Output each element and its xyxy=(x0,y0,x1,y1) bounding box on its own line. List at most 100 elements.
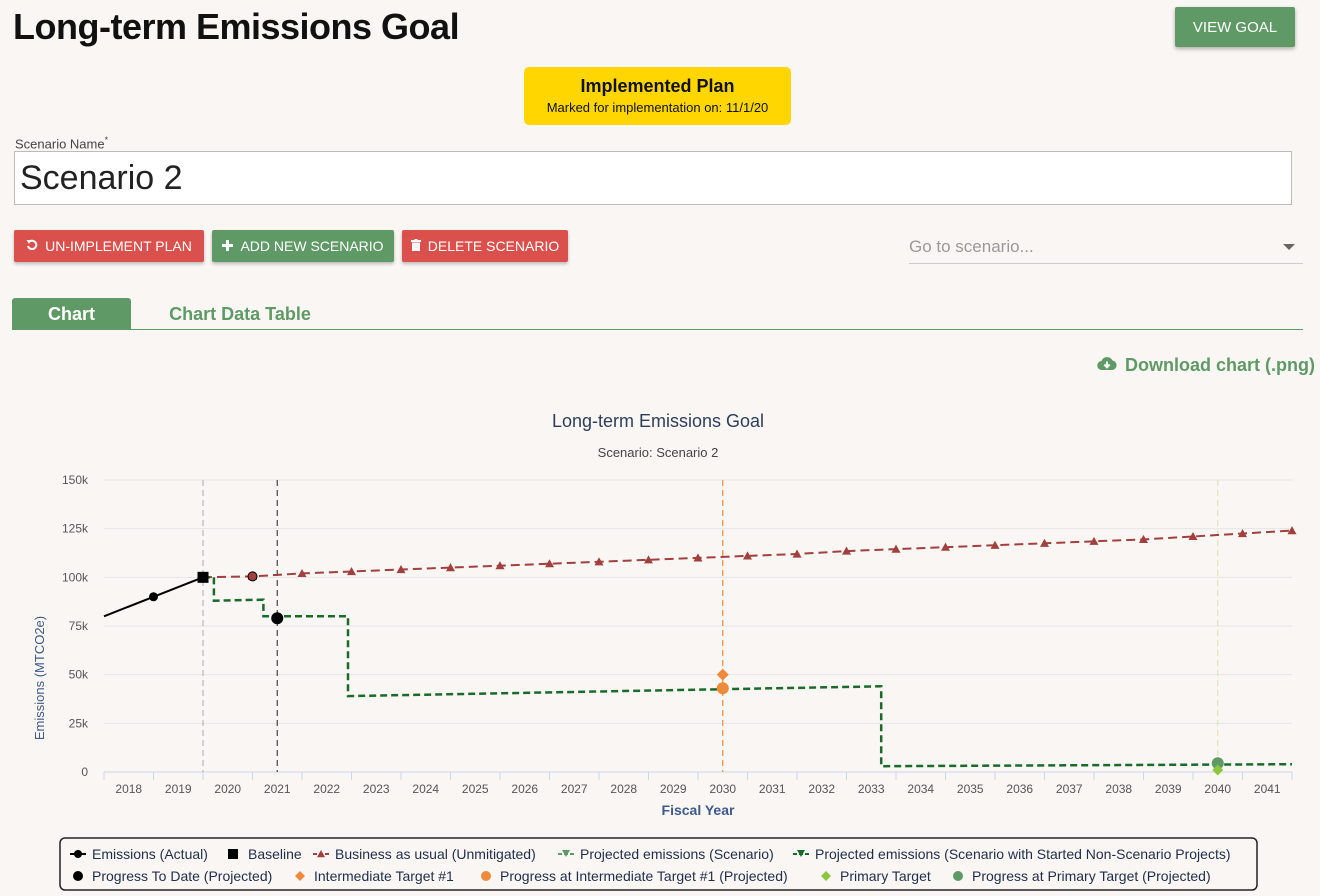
intermediate-target-point xyxy=(716,668,729,681)
scenario-name-input[interactable] xyxy=(14,151,1292,205)
delete-scenario-button[interactable]: DELETE SCENARIO xyxy=(402,230,568,262)
legend-label: Progress at Primary Target (Projected) xyxy=(972,868,1211,884)
legend-marker xyxy=(481,871,491,881)
bau-point xyxy=(594,557,604,566)
y-tick-label: 25k xyxy=(69,716,89,730)
view-goal-button[interactable]: VIEW GOAL xyxy=(1175,7,1295,47)
legend-marker xyxy=(73,871,83,881)
legend-label: Progress To Date (Projected) xyxy=(92,868,272,884)
caret-down-icon xyxy=(1283,244,1295,250)
bau-point xyxy=(842,546,851,555)
x-tick-label: 2041 xyxy=(1254,782,1281,796)
legend-label: Projected emissions (Scenario) xyxy=(580,846,774,862)
bau-point xyxy=(891,544,901,553)
bau-start-point xyxy=(247,571,258,582)
x-tick-label: 2036 xyxy=(1006,782,1033,796)
y-tick-label: 0 xyxy=(81,765,88,779)
required-mark: * xyxy=(104,135,109,145)
emissions-chart: Long-term Emissions Goal Scenario: Scena… xyxy=(32,411,1297,891)
bau-point xyxy=(941,542,950,551)
add-new-scenario-button[interactable]: ADD NEW SCENARIO xyxy=(212,230,394,262)
plus-icon xyxy=(222,238,234,254)
chart-subtitle: Scenario: Scenario 2 xyxy=(598,445,719,460)
x-tick-label: 2029 xyxy=(660,782,687,796)
x-tick-label: 2032 xyxy=(808,782,835,796)
status-badge: Implemented Plan Marked for implementati… xyxy=(524,67,791,125)
y-axis-title: Emissions (MTCO2e) xyxy=(32,616,47,740)
unimplement-plan-button[interactable]: UN-IMPLEMENT PLAN xyxy=(14,230,204,262)
bau-point xyxy=(1089,536,1099,545)
undo-icon xyxy=(26,238,38,254)
legend-item: Primary Target xyxy=(821,868,931,884)
legend-item: Progress at Intermediate Target #1 (Proj… xyxy=(481,868,788,884)
x-tick-label: 2039 xyxy=(1155,782,1182,796)
bau-point xyxy=(792,549,802,558)
bau-point xyxy=(990,540,1000,549)
legend-item: Emissions (Actual) xyxy=(70,846,208,862)
bau-point xyxy=(396,565,406,574)
legend-item: Intermediate Target #1 xyxy=(295,868,454,884)
tab-divider xyxy=(12,329,1303,330)
legend-label: Baseline xyxy=(248,846,302,862)
status-title: Implemented Plan xyxy=(580,76,735,96)
legend-label: Primary Target xyxy=(840,868,931,884)
legend-marker xyxy=(295,871,305,881)
unimplement-plan-label: UN-IMPLEMENT PLAN xyxy=(45,238,192,254)
legend-marker xyxy=(317,850,325,858)
tab-chart-data-table[interactable]: Chart Data Table xyxy=(169,303,311,324)
x-tick-label: 2028 xyxy=(610,782,637,796)
y-tick-label: 125k xyxy=(62,522,89,536)
bau-point xyxy=(1238,529,1247,538)
download-chart-link[interactable]: Download chart (.png) xyxy=(1097,355,1315,376)
progress-to-date-point xyxy=(271,612,284,625)
bau-point xyxy=(1287,526,1297,535)
scenario-name-label: Scenario Name* xyxy=(15,135,108,151)
y-tick-label: 50k xyxy=(69,668,89,682)
actual-point xyxy=(149,592,158,602)
chart-legend: Emissions (Actual) Baseline Business as us… xyxy=(59,837,1258,891)
legend-marker xyxy=(562,850,570,857)
goto-scenario-placeholder: Go to scenario... xyxy=(909,237,1034,256)
trash-icon xyxy=(410,238,421,254)
x-tick-label: 2035 xyxy=(957,782,984,796)
bau-point xyxy=(347,566,356,576)
bau-point xyxy=(495,561,505,570)
legend-item: Projected emissions (Scenario) xyxy=(558,846,774,862)
bau-point xyxy=(297,568,307,578)
add-new-scenario-label: ADD NEW SCENARIO xyxy=(240,238,384,254)
legend-label: Progress at Intermediate Target #1 (Proj… xyxy=(500,868,788,884)
legend-item: Projected emissions (Scenario with Start… xyxy=(793,846,1231,862)
x-tick-label: 2019 xyxy=(165,782,192,796)
x-tick-label: 2024 xyxy=(412,782,439,796)
legend-item: Baseline xyxy=(228,846,302,862)
bau-point xyxy=(1139,534,1148,543)
tab-chart[interactable]: Chart xyxy=(12,298,131,330)
legend-item: Progress To Date (Projected) xyxy=(73,868,272,884)
goto-scenario-select[interactable]: Go to scenario... xyxy=(909,232,1303,264)
x-tick-label: 2038 xyxy=(1105,782,1132,796)
cloud-download-icon xyxy=(1097,355,1117,376)
x-tick-label: 2031 xyxy=(759,782,786,796)
bau-point xyxy=(1040,538,1049,547)
page-title: Long-term Emissions Goal xyxy=(13,6,460,47)
x-tick-label: 2033 xyxy=(858,782,885,796)
legend-box xyxy=(59,837,1258,891)
x-tick-label: 2022 xyxy=(313,782,340,796)
x-tick-label: 2026 xyxy=(511,782,538,796)
status-subtitle: Marked for implementation on: 11/1/20 xyxy=(546,100,769,115)
chart-title: Long-term Emissions Goal xyxy=(552,411,764,431)
bau-point xyxy=(1188,531,1198,541)
legend-label: Business as usual (Unmitigated) xyxy=(335,846,536,862)
legend-marker xyxy=(228,849,238,859)
scenario-name-label-text: Scenario Name xyxy=(15,136,105,152)
legend-label: Projected emissions (Scenario with Start… xyxy=(815,846,1231,862)
x-tick-label: 2023 xyxy=(363,782,390,796)
legend-item: Progress at Primary Target (Projected) xyxy=(953,868,1211,884)
legend-label: Intermediate Target #1 xyxy=(314,868,454,884)
legend-marker xyxy=(74,850,82,858)
y-tick-label: 75k xyxy=(69,619,89,633)
y-tick-label: 150k xyxy=(62,473,89,487)
bau-point xyxy=(693,553,703,562)
x-axis-title: Fiscal Year xyxy=(662,802,735,818)
legend-marker xyxy=(797,850,805,857)
